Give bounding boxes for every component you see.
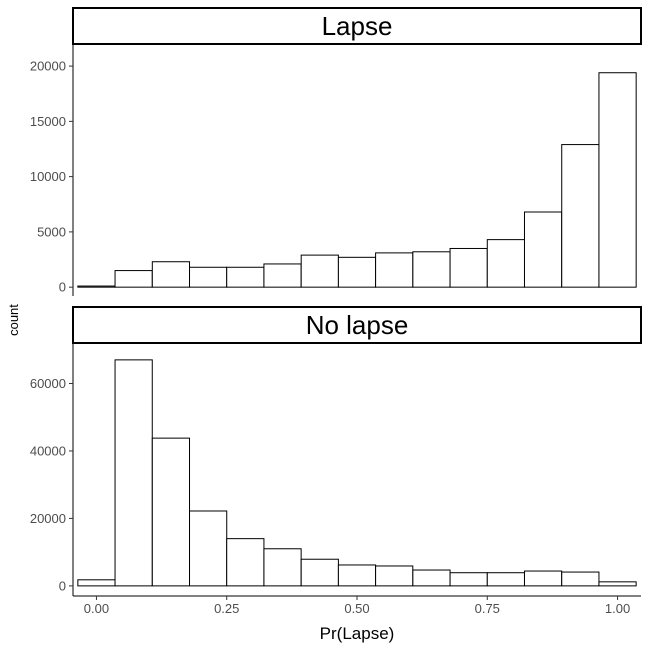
histogram-bar-lapse-8 (375, 252, 414, 288)
y-tick-label-lapse-2: 10000 (30, 169, 66, 184)
x-axis: 0.00 0.25 0.50 0.75 1.00 (73, 595, 641, 616)
histogram-bar-no-lapse-4 (226, 538, 265, 587)
facet-bars-no-lapse (77, 359, 637, 587)
histogram-bar-no-lapse-2 (151, 437, 191, 587)
facet-panel-no-lapse: No lapse 0 20000 40000 60000 (30, 306, 642, 596)
y-tick-label-lapse-1: 5000 (37, 224, 66, 239)
histogram-bar-lapse-9 (412, 251, 451, 288)
histogram-bar-no-lapse-6 (300, 558, 339, 587)
histogram-bar-no-lapse-9 (412, 569, 451, 587)
y-axis-title: count (6, 304, 21, 336)
histogram-bar-lapse-12 (523, 211, 563, 288)
histogram-bar-no-lapse-5 (263, 548, 302, 587)
histogram-bar-lapse-11 (486, 239, 525, 288)
y-tick-label-lapse-0: 0 (59, 280, 66, 295)
histogram-bar-no-lapse-1 (114, 359, 153, 587)
histogram-bar-lapse-0 (77, 285, 116, 288)
histogram-bar-no-lapse-10 (449, 572, 488, 587)
histogram-bar-lapse-2 (151, 261, 191, 288)
histogram-bar-lapse-1 (114, 270, 153, 288)
histogram-bar-lapse-10 (449, 247, 488, 288)
histogram-bar-no-lapse-11 (486, 572, 525, 587)
histogram-bar-lapse-7 (337, 256, 377, 288)
x-tick-label-1: 0.25 (214, 601, 239, 616)
facet-strip-lapse (72, 7, 642, 45)
histogram-bar-lapse-14 (598, 72, 637, 288)
y-tick-label-no-lapse-3: 60000 (30, 376, 66, 391)
x-tick-label-4: 1.00 (605, 601, 630, 616)
facet-strip-label-no-lapse: No lapse (306, 310, 409, 340)
histogram-bar-no-lapse-3 (189, 510, 228, 587)
histogram-bar-no-lapse-14 (598, 581, 637, 587)
x-tick-label-0: 0.00 (84, 601, 109, 616)
histogram-bar-lapse-3 (189, 266, 228, 288)
x-tick-label-3: 0.75 (475, 601, 500, 616)
histogram-bar-no-lapse-7 (337, 564, 377, 587)
histogram-bar-lapse-5 (263, 263, 302, 288)
histogram-bar-no-lapse-12 (523, 570, 563, 587)
y-tick-label-no-lapse-1: 20000 (30, 511, 66, 526)
y-tick-label-lapse-3: 15000 (30, 114, 66, 129)
histogram-bar-no-lapse-0 (77, 579, 116, 587)
facet-bars-lapse (77, 72, 637, 288)
histogram-bar-lapse-13 (561, 144, 600, 288)
x-tick-label-2: 0.50 (344, 601, 369, 616)
y-tick-label-lapse-4: 20000 (30, 59, 66, 74)
y-axis-no-lapse: 0 20000 40000 60000 (30, 343, 74, 596)
histogram-bar-no-lapse-13 (561, 571, 600, 587)
facet-panel-lapse: Lapse 0 5000 10000 15000 20000 (30, 7, 642, 296)
histogram-bar-no-lapse-8 (375, 565, 414, 587)
histogram-bar-lapse-4 (226, 266, 265, 288)
facet-strip-label-lapse: Lapse (322, 11, 393, 41)
y-tick-label-no-lapse-2: 40000 (30, 443, 66, 458)
y-axis-lapse: 0 5000 10000 15000 20000 (30, 44, 74, 296)
histogram-bar-lapse-6 (300, 254, 339, 288)
y-tick-label-no-lapse-0: 0 (59, 578, 66, 593)
x-axis-title: Pr(Lapse) (320, 624, 395, 643)
facet-strip-no-lapse (72, 306, 642, 344)
